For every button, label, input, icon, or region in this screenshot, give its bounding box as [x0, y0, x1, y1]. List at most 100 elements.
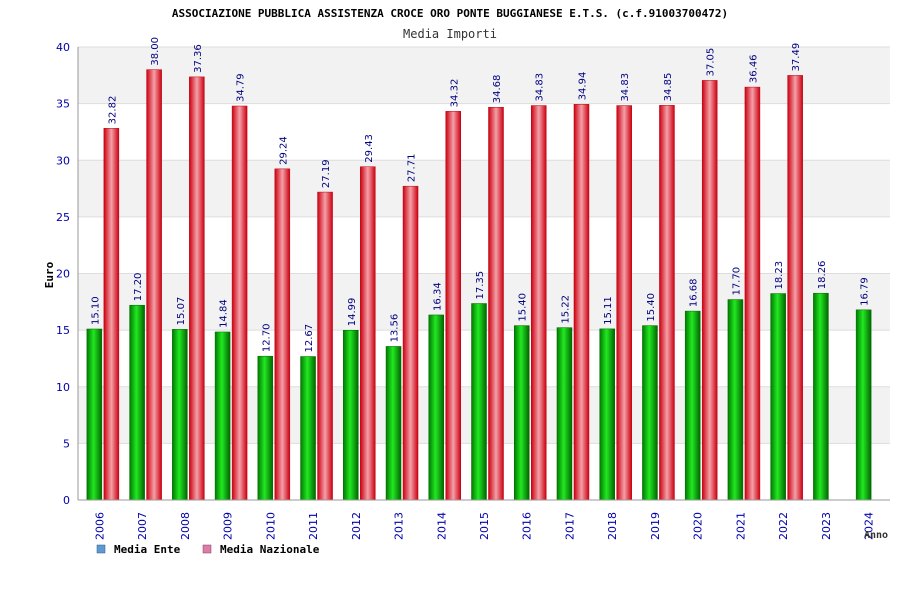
value-label: 34.83 [620, 73, 631, 102]
value-label: 15.11 [603, 296, 614, 325]
value-label: 27.71 [407, 154, 418, 183]
y-tick-label: 25 [56, 211, 70, 224]
bar-media-ente [86, 328, 103, 501]
bar-media-ente [172, 329, 188, 501]
value-label: 15.22 [560, 295, 571, 324]
value-label: 36.46 [748, 54, 759, 83]
x-tick-label: 2007 [136, 512, 149, 540]
value-label: 16.68 [689, 278, 700, 307]
value-label: 14.99 [347, 298, 358, 327]
bar-media-nazionale [231, 105, 248, 501]
bar-media-ente [684, 310, 701, 501]
value-label: 34.79 [236, 73, 247, 102]
x-tick-label: 2016 [521, 512, 534, 540]
bar-media-ente [257, 355, 274, 501]
value-label: 12.70 [261, 324, 272, 353]
value-label: 12.67 [304, 324, 315, 353]
x-tick-label: 2020 [692, 512, 705, 540]
chart-title: ASSOCIAZIONE PUBBLICA ASSISTENZA CROCE O… [172, 7, 728, 20]
value-label: 38.00 [150, 37, 161, 66]
value-label: 37.36 [193, 44, 204, 73]
value-label: 18.26 [817, 261, 828, 290]
value-label: 37.05 [706, 48, 717, 77]
bar-media-nazionale [573, 104, 590, 501]
value-label: 32.82 [107, 96, 118, 125]
x-tick-label: 2009 [222, 512, 235, 540]
value-label: 17.20 [133, 273, 144, 302]
bar-media-nazionale [189, 76, 205, 501]
legend-swatch-media-nazionale [202, 544, 212, 554]
x-tick-label: 2022 [777, 512, 790, 540]
value-label: 34.68 [492, 75, 503, 104]
bar-media-ente [343, 329, 359, 501]
value-label: 13.56 [390, 314, 401, 343]
x-tick-label: 2008 [179, 512, 192, 540]
bar-media-ente [770, 293, 786, 501]
value-label: 17.70 [731, 267, 742, 296]
x-axis-label: Anno [864, 530, 888, 541]
x-tick-label: 2012 [350, 512, 363, 540]
y-tick-label: 35 [56, 98, 70, 111]
x-tick-label: 2023 [820, 512, 833, 540]
bar-media-ente [727, 299, 744, 501]
bar-media-ente [214, 331, 231, 501]
bar-media-ente [129, 304, 145, 501]
bar-media-ente [385, 346, 402, 501]
bar-media-nazionale [488, 106, 504, 501]
bar-media-ente [642, 325, 658, 501]
bar-media-ente [813, 292, 829, 501]
value-label: 16.79 [860, 277, 871, 306]
y-tick-labels: 0 5 10 15 20 25 30 35 40 [56, 41, 70, 507]
y-tick-label: 5 [63, 437, 70, 450]
value-label: 15.40 [518, 293, 529, 322]
bar-media-nazionale [360, 166, 376, 501]
x-tick-labels: 2006 2007 2008 2009 2010 2011 2012 2013 2014 2015… [93, 512, 875, 540]
bar-media-nazionale [530, 105, 547, 501]
bar-media-nazionale [744, 86, 761, 501]
x-tick-label: 2017 [563, 512, 576, 540]
bar-media-nazionale [103, 128, 120, 501]
x-tick-label: 2021 [734, 512, 747, 540]
value-label: 15.07 [176, 297, 187, 326]
bar-media-nazionale [445, 111, 462, 501]
x-tick-label: 2014 [435, 512, 448, 540]
bar-media-nazionale [659, 105, 675, 501]
x-tick-label: 2010 [264, 512, 277, 540]
bar-media-nazionale [317, 191, 333, 501]
value-label: 37.49 [791, 43, 802, 72]
value-label: 34.85 [663, 73, 674, 102]
value-label: 34.32 [449, 79, 460, 108]
chart-subtitle: Media Importi [403, 27, 497, 41]
bar-media-nazionale [616, 105, 632, 501]
x-tick-label: 2024 [863, 512, 876, 540]
value-label: 18.23 [774, 261, 785, 290]
x-tick-label: 2013 [393, 512, 406, 540]
x-tick-label: 2018 [606, 512, 619, 540]
y-tick-label: 15 [56, 324, 70, 337]
value-labels: 15.10 17.20 15.07 14.84 12.70 12.67 14.99 13.56… [90, 37, 870, 353]
y-tick-label: 0 [63, 494, 70, 507]
bar-media-nazionale [787, 75, 803, 501]
value-label: 27.19 [321, 159, 332, 188]
bar-media-ente [556, 327, 573, 501]
value-label: 29.43 [364, 134, 375, 163]
bar-media-ente [513, 325, 530, 501]
value-label: 34.94 [577, 72, 588, 101]
x-tick-label: 2015 [478, 512, 491, 540]
x-tick-label: 2019 [649, 512, 662, 540]
value-label: 29.24 [278, 136, 289, 165]
bar-media-nazionale [274, 168, 291, 501]
y-tick-label: 10 [56, 381, 70, 394]
axes [77, 47, 890, 501]
bar-media-nazionale [146, 69, 162, 501]
y-tick-label: 30 [56, 154, 70, 167]
value-label: 16.34 [432, 282, 443, 311]
legend-swatch-media-ente [96, 544, 106, 554]
value-label: 17.35 [475, 271, 486, 300]
bar-media-ente [855, 309, 872, 501]
legend: Media Ente Media Nazionale [96, 543, 320, 556]
value-label: 34.83 [535, 73, 546, 102]
bar-media-ente [428, 314, 445, 501]
bar-media-ente [599, 328, 615, 501]
